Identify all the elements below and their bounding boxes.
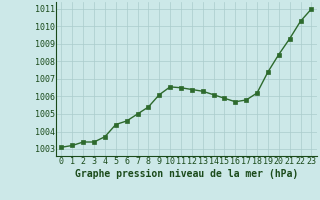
X-axis label: Graphe pression niveau de la mer (hPa): Graphe pression niveau de la mer (hPa) xyxy=(75,169,298,179)
